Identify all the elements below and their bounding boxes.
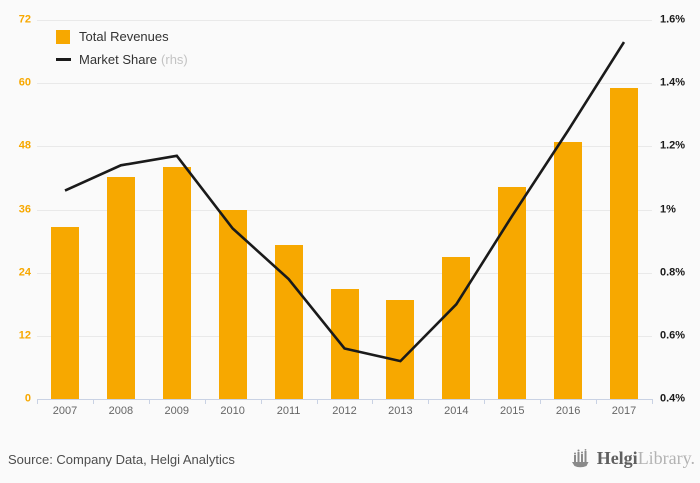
bar-2013 xyxy=(386,300,415,399)
x-axis-tick xyxy=(148,399,150,404)
right-axis-tick-label: 1.4% xyxy=(660,76,686,89)
x-axis-baseline xyxy=(37,399,652,400)
x-axis-tick xyxy=(372,399,374,404)
total-revenues-swatch-icon xyxy=(56,29,70,44)
gridline xyxy=(37,20,652,21)
x-axis-tick xyxy=(37,399,38,404)
bar-2017 xyxy=(610,88,639,399)
legend-label: Total Revenues xyxy=(79,29,169,44)
x-axis-tick xyxy=(92,399,94,404)
source-attribution: Source: Company Data, Helgi Analytics xyxy=(8,452,235,467)
x-axis-year-label: 2012 xyxy=(332,405,357,417)
x-axis-year-label: 2008 xyxy=(108,405,134,417)
x-axis-year-label: 2015 xyxy=(499,405,525,417)
logo-text-helgi: Helgi xyxy=(596,447,638,468)
revenue-market-share-chart: 0 12 24 36 48 60 72 0.4% 0.6% 0.8% 1% 1.2% 1.4% 1.6%… xyxy=(18,13,686,417)
bar-2011 xyxy=(274,245,303,399)
bar-2012 xyxy=(330,288,359,399)
bar-2016 xyxy=(554,142,583,399)
legend-rhs-suffix: (rhs) xyxy=(161,52,188,67)
bar-2015 xyxy=(498,186,527,399)
x-axis-tick xyxy=(316,399,318,404)
logo-text: HelgiLibrary. xyxy=(597,449,695,467)
gridline xyxy=(37,83,652,85)
left-axis-tick-label: 72 xyxy=(18,13,31,26)
x-axis-year-label: 2013 xyxy=(388,405,413,417)
x-axis-year-label: 2011 xyxy=(276,405,301,417)
x-axis-year-label: 2009 xyxy=(164,405,190,417)
left-axis-tick-label: 24 xyxy=(18,266,31,279)
x-axis-tick xyxy=(652,399,653,404)
x-axis-tick xyxy=(428,399,430,404)
x-axis-year-label: 2016 xyxy=(555,405,581,417)
legend-item-market-share: Market Share (rhs) xyxy=(56,52,188,67)
chart-legend: Total Revenues Market Share (rhs) xyxy=(56,29,188,75)
right-axis-tick-label: 0.6% xyxy=(660,329,686,342)
right-axis-tick-label: 1.2% xyxy=(660,139,686,152)
logo-text-library: Library. xyxy=(637,447,695,468)
x-axis-tick xyxy=(204,399,206,404)
x-axis-tick xyxy=(540,399,542,404)
bar-2014 xyxy=(442,256,471,399)
left-axis-tick-label: 36 xyxy=(18,203,31,215)
x-axis-year-label: 2007 xyxy=(52,405,78,417)
left-axis-tick-label: 0 xyxy=(24,392,31,405)
x-axis-year-label: 2010 xyxy=(220,405,245,417)
right-axis-tick-label: 0.8% xyxy=(660,266,686,279)
bar-2008 xyxy=(106,176,135,399)
x-axis-year-label: 2017 xyxy=(611,405,637,417)
left-axis-tick-label: 12 xyxy=(18,329,31,342)
right-axis-tick-label: 1.6% xyxy=(660,13,686,26)
right-axis-tick-label: 0.4% xyxy=(660,392,686,405)
left-axis-tick-label: 60 xyxy=(18,76,31,89)
chart-footer: Source: Company Data, Helgi Analytics He… xyxy=(0,430,700,483)
legend-label: Market Share xyxy=(79,52,158,67)
x-axis-year-label: 2014 xyxy=(444,405,469,417)
x-axis-tick xyxy=(484,399,486,404)
market-share-line-swatch-icon xyxy=(56,58,71,61)
x-axis-tick xyxy=(260,399,262,404)
helgi-ship-icon xyxy=(571,449,589,468)
legend-item-total-revenues: Total Revenues xyxy=(56,29,188,44)
helgi-library-logo: HelgiLibrary. xyxy=(571,446,695,469)
bar-2010 xyxy=(218,209,247,399)
left-axis-tick-label: 48 xyxy=(18,139,31,152)
bar-2009 xyxy=(162,167,191,399)
bar-2007 xyxy=(50,226,79,399)
x-axis-tick xyxy=(596,399,598,404)
right-axis-tick-label: 1% xyxy=(660,203,676,215)
